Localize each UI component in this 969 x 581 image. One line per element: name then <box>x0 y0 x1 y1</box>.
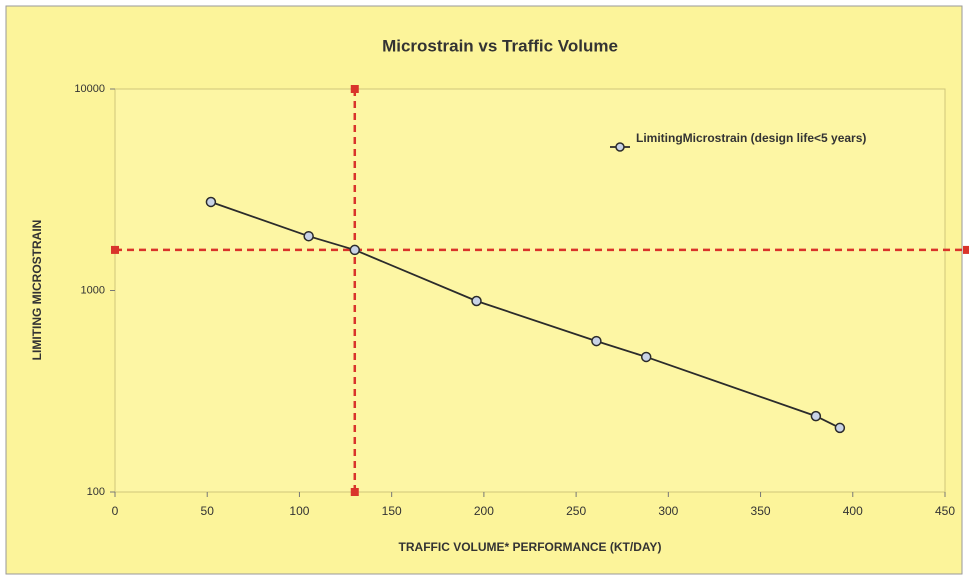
chart-title: Microstrain vs Traffic Volume <box>382 36 618 55</box>
reference-marker <box>350 85 359 93</box>
x-tick-label: 350 <box>751 504 771 518</box>
series-line <box>210 201 841 429</box>
x-tick-label: 450 <box>935 504 955 518</box>
x-tick-label: 100 <box>289 504 309 518</box>
x-tick-label: 150 <box>382 504 402 518</box>
x-tick-label: 300 <box>658 504 678 518</box>
data-point <box>810 410 822 422</box>
data-point <box>640 351 652 363</box>
data-point <box>205 196 217 208</box>
plot-area <box>114 88 946 493</box>
x-tick-label: 50 <box>201 504 215 518</box>
data-point <box>834 422 846 434</box>
x-tick-label: 400 <box>843 504 863 518</box>
legend-label: LimitingMicrostrain (design life<5 years… <box>636 131 867 145</box>
x-tick-label: 250 <box>566 504 586 518</box>
y-tick-label: 100 <box>87 486 105 498</box>
data-point <box>471 295 482 307</box>
x-axis-label: TRAFFIC VOLUME* PERFORMANCE (KT/DAY) <box>399 540 662 554</box>
reference-marker <box>111 245 119 254</box>
x-tick-label: 0 <box>112 504 119 518</box>
legend-marker <box>615 142 625 152</box>
x-tick-label: 200 <box>474 504 494 518</box>
data-point <box>303 230 314 242</box>
reference-marker <box>963 245 969 254</box>
data-point <box>349 244 361 256</box>
data-point <box>591 335 602 347</box>
y-tick-label: 1000 <box>81 284 105 296</box>
y-axis-label: LIMITING MICROSTRAIN <box>30 220 44 361</box>
y-tick-label: 10000 <box>74 83 105 95</box>
reference-marker <box>350 488 359 496</box>
